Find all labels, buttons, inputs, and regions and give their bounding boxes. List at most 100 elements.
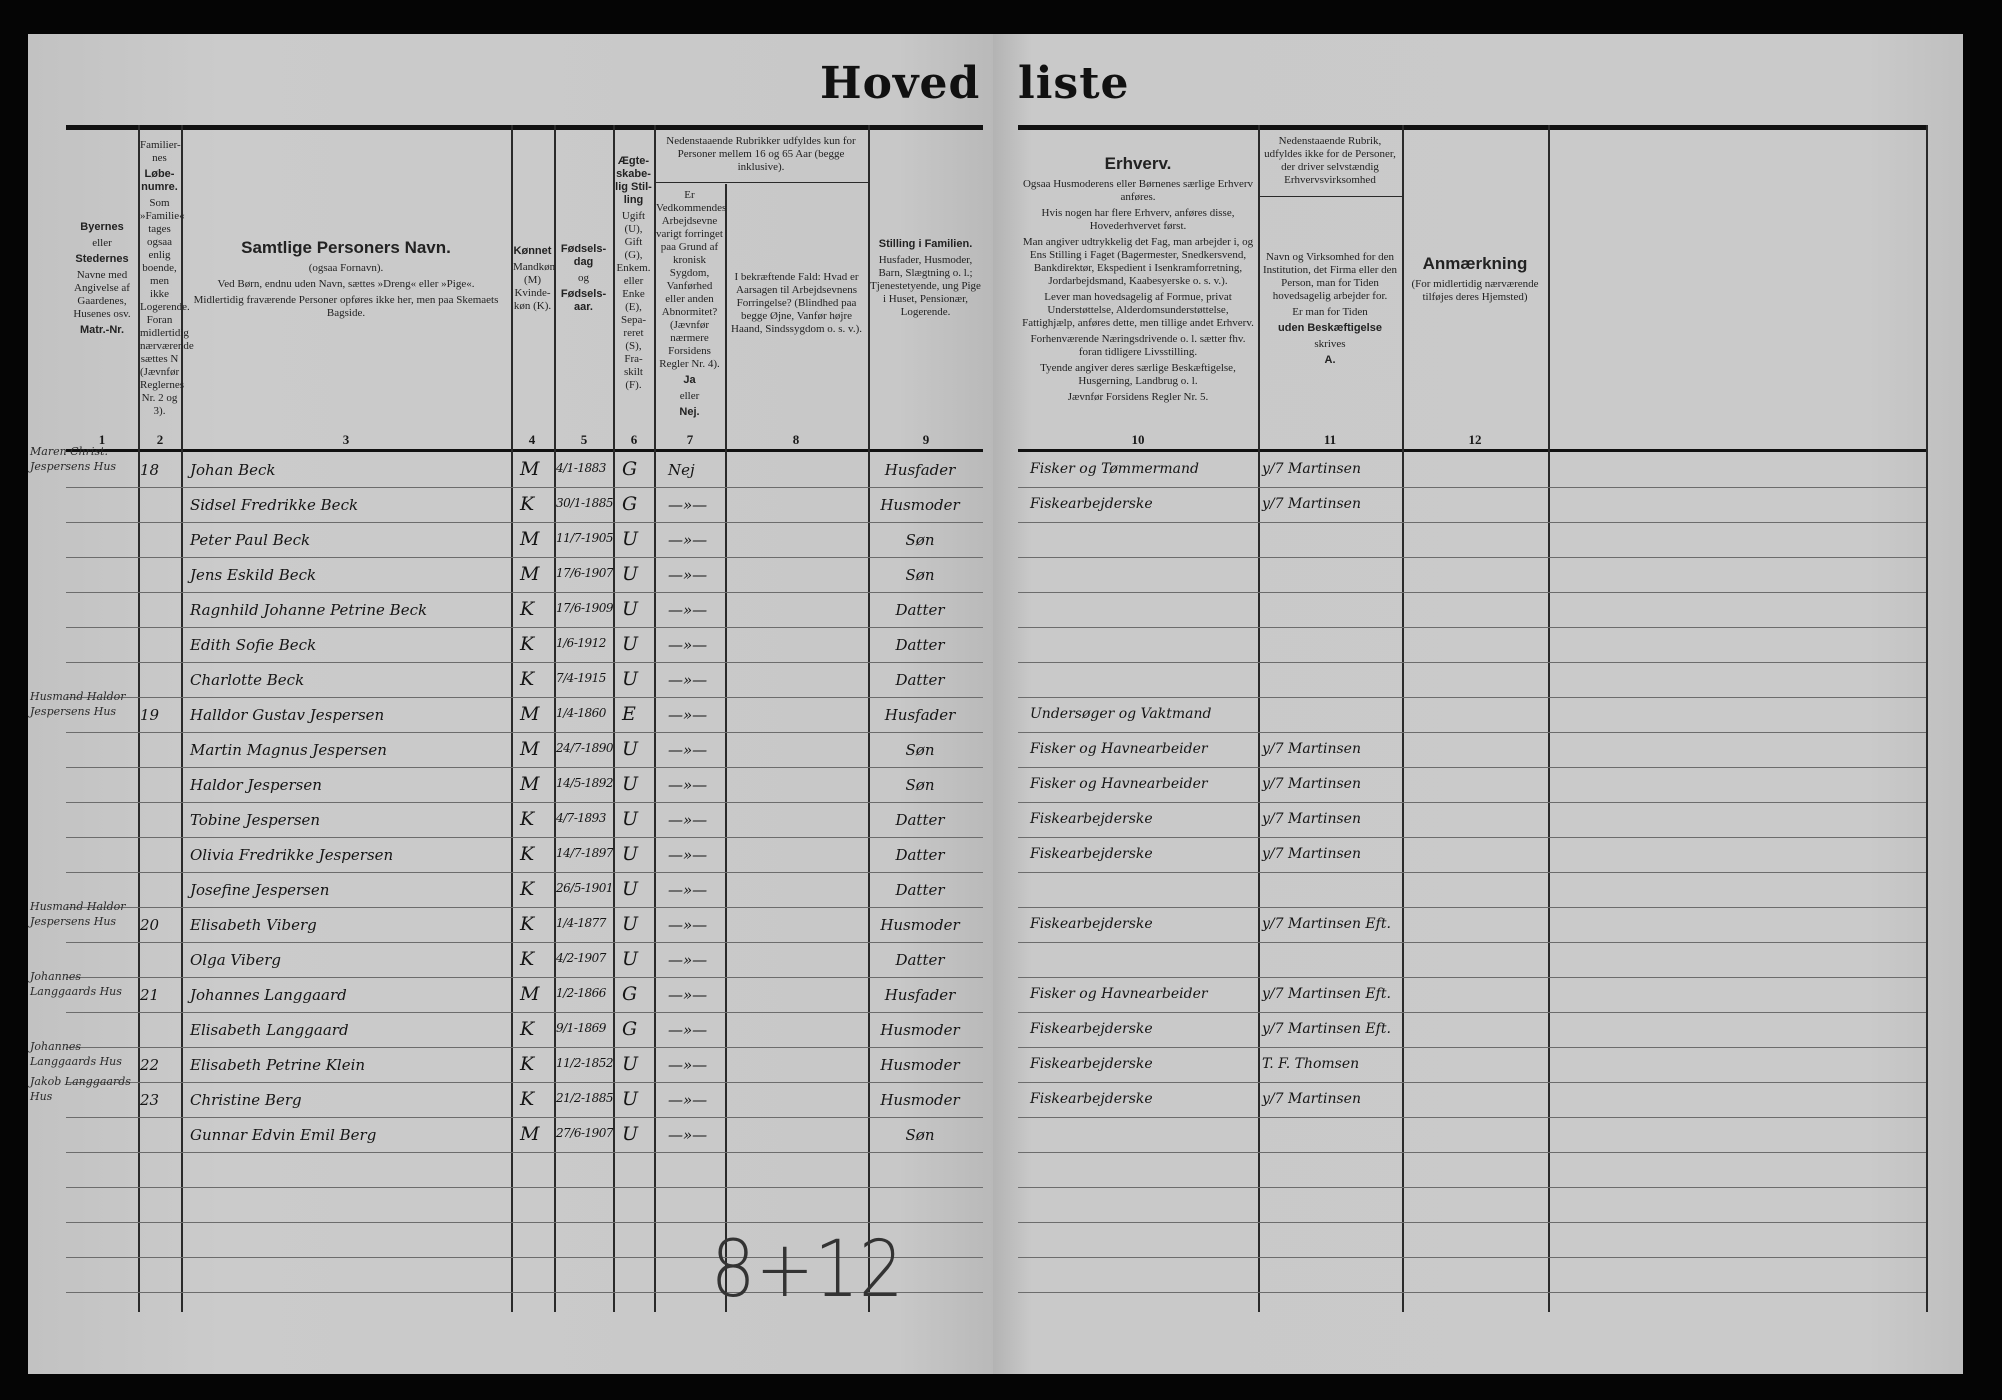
tally-annotation: 8+12 xyxy=(710,1225,904,1315)
row-line xyxy=(1018,1152,1926,1153)
civil-status-cell: G xyxy=(622,458,638,480)
header-bottom-rule-left xyxy=(66,449,983,452)
person-name-cell: Johannes Langgaard xyxy=(190,986,347,1004)
work-ability-cell: —»— xyxy=(668,916,708,934)
header-text: Ja xyxy=(683,373,696,386)
row-line xyxy=(66,697,983,698)
row-line xyxy=(1018,872,1926,873)
row-line xyxy=(1018,977,1926,978)
work-ability-cell: —»— xyxy=(668,1126,708,1144)
work-ability-cell: —»— xyxy=(668,741,708,759)
person-name-cell: Olivia Fredrikke Jespersen xyxy=(190,846,394,864)
header-text: Nej. xyxy=(679,405,700,418)
header-text: A. xyxy=(1324,353,1336,366)
row-line xyxy=(66,942,983,943)
family-position-cell: Datter xyxy=(895,846,945,864)
row-line xyxy=(66,522,983,523)
header-c2: Familier-nes Løbe-numre. Som »Familie« tag… xyxy=(140,139,194,420)
sex-cell: K xyxy=(520,1053,535,1075)
person-name-cell: Charlotte Beck xyxy=(190,671,305,689)
column-number-1: 1 xyxy=(98,432,106,447)
family-position-cell: Husmoder xyxy=(880,1021,960,1039)
column-divider xyxy=(1258,125,1260,1312)
person-name-cell: Elisabeth Viberg xyxy=(190,916,317,934)
column-divider xyxy=(1926,125,1928,1312)
column-divider xyxy=(868,125,870,1312)
employer-cell: y/7 Martinsen xyxy=(1262,846,1361,862)
column-number-8: 8 xyxy=(792,432,800,447)
row-line xyxy=(66,872,983,873)
occupation-cell: Fiskearbejderske xyxy=(1030,916,1153,932)
sex-cell: K xyxy=(520,668,535,690)
house-note: Johannes Langgaards Hus xyxy=(30,1040,122,1068)
work-ability-cell: —»— xyxy=(668,881,708,899)
birth-date-cell: 4/2-1907 xyxy=(556,951,606,965)
occupation-cell: Fisker og Havnearbeider xyxy=(1030,741,1208,757)
column-number-12: 12 xyxy=(1468,432,1482,447)
header-text: Navn og Virksomhed for den Institution, … xyxy=(1262,250,1398,302)
header-text: Lever man hovedsagelig af Formue, privat… xyxy=(1022,291,1254,329)
column-number-4: 4 xyxy=(528,432,536,447)
employer-cell: y/7 Martinsen xyxy=(1262,496,1361,512)
civil-status-cell: U xyxy=(622,668,639,690)
column-divider xyxy=(138,125,140,1312)
person-name-cell: Edith Sofie Beck xyxy=(190,636,317,654)
house-note: Husmand Haldor Jespersens Hus xyxy=(30,900,126,928)
person-name-cell: Sidsel Fredrikke Beck xyxy=(190,496,359,514)
header-c11: Navn og Virksomhed for den Institution, … xyxy=(1260,200,1400,420)
work-ability-cell: —»— xyxy=(668,601,708,619)
birth-date-cell: 4/1-1883 xyxy=(556,461,606,475)
row-line xyxy=(1018,802,1926,803)
row-line xyxy=(1018,1012,1926,1013)
family-position-cell: Husmoder xyxy=(880,916,960,934)
work-ability-cell: —»— xyxy=(668,1091,708,1109)
header-text: Navne med Angivelse af Gaardenes, Husene… xyxy=(73,268,131,320)
sex-cell: M xyxy=(520,703,540,725)
row-line xyxy=(66,767,983,768)
family-position-cell: Datter xyxy=(895,671,945,689)
row-line xyxy=(66,1152,983,1153)
employer-cell: y/7 Martinsen Eft. xyxy=(1262,1021,1391,1037)
birth-date-cell: 26/5-1901 xyxy=(556,881,614,895)
row-line xyxy=(1018,907,1926,908)
row-line xyxy=(66,1047,983,1048)
row-line xyxy=(1018,1047,1926,1048)
family-number-cell: 21 xyxy=(140,986,160,1004)
work-ability-cell: —»— xyxy=(668,706,708,724)
row-line xyxy=(1018,1257,1926,1258)
header-text: og xyxy=(578,272,589,284)
header-text: (For midlertidig nærværende tilføjes der… xyxy=(1411,278,1539,303)
sex-cell: M xyxy=(520,563,540,585)
header-text: Byernes xyxy=(80,220,124,233)
person-name-cell: Peter Paul Beck xyxy=(190,531,311,549)
header-c8: I bekræftende Fald: Hvad er Aarsagen til… xyxy=(727,190,866,420)
header-text: Som »Familie« tages ogsaa enlig boende, … xyxy=(140,197,194,417)
row-line xyxy=(1018,1187,1926,1188)
row-line xyxy=(1018,837,1926,838)
title-liste: liste xyxy=(1018,58,1130,109)
family-position-cell: Datter xyxy=(895,881,945,899)
sex-cell: K xyxy=(520,493,535,515)
header-top-rule-left xyxy=(66,125,983,130)
sex-cell: K xyxy=(520,913,535,935)
house-note: Maren Christ. Jespersens Hus xyxy=(30,445,117,473)
work-ability-cell: —»— xyxy=(668,846,708,864)
header-text: Fødsels-aar. xyxy=(560,288,607,313)
header-text: Familier-nes xyxy=(140,139,181,164)
row-line xyxy=(66,487,983,488)
column-number-6: 6 xyxy=(630,432,638,447)
family-position-cell: Husmoder xyxy=(880,1091,960,1109)
civil-status-cell: G xyxy=(622,983,638,1005)
row-line xyxy=(1018,557,1926,558)
family-position-cell: Datter xyxy=(895,636,945,654)
header-top-rule-right xyxy=(1018,125,1926,130)
work-ability-cell: —»— xyxy=(668,531,708,549)
house-note: Husmand Haldor Jespersens Hus xyxy=(30,690,126,718)
column-divider xyxy=(181,125,183,1312)
row-line xyxy=(1018,767,1926,768)
family-position-cell: Søn xyxy=(905,531,935,549)
header-text: Er man for Tiden xyxy=(1292,305,1368,318)
row-line xyxy=(1018,592,1926,593)
sex-cell: M xyxy=(520,528,540,550)
employer-cell: y/7 Martinsen xyxy=(1262,461,1361,477)
